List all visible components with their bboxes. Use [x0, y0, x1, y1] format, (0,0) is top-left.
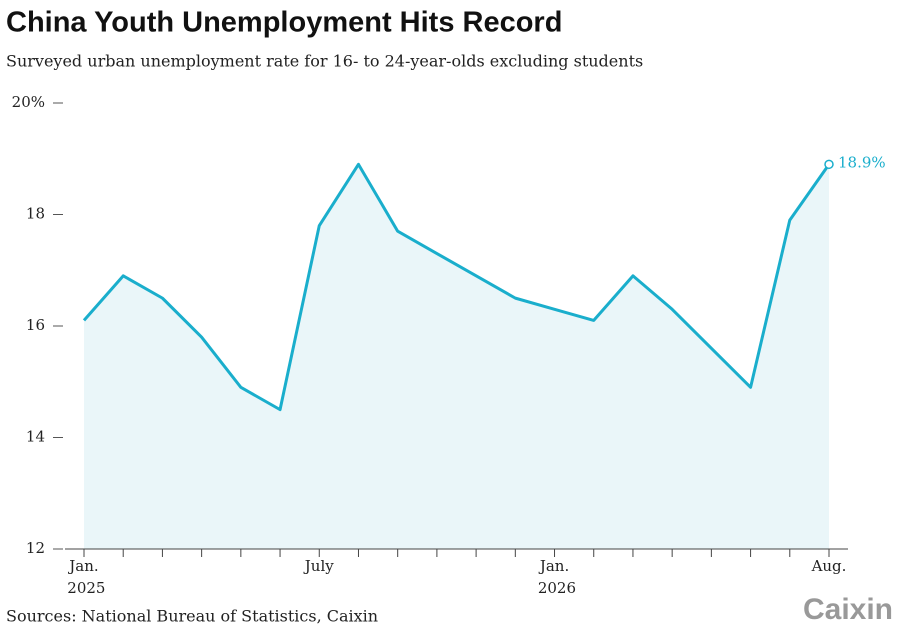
y-tick-label: 18	[26, 205, 45, 223]
x-tick-label: Jan. 2025	[63, 557, 106, 597]
value-label: 18.9%	[838, 153, 886, 171]
line	[82, 162, 831, 412]
brand-logo: Caixin	[803, 593, 893, 626]
y-tick-label: 14	[26, 428, 45, 446]
chart-subtitle: Surveyed urban unemployment rate for 16-…	[6, 52, 643, 71]
y-tick-label: 16	[26, 316, 45, 334]
end-point	[824, 159, 834, 170]
chart-title: China Youth Unemployment Hits Record	[6, 7, 562, 39]
x-tick-label: Aug.	[811, 557, 847, 575]
x-tick-label: Jan. 2026	[533, 557, 576, 597]
y-tick-label: 12	[26, 539, 45, 557]
source: Sources: National Bureau of Statistics, …	[6, 607, 378, 626]
x-tick-label: July	[303, 557, 334, 575]
y-tick-label: 20%	[12, 93, 45, 111]
area	[84, 164, 829, 549]
